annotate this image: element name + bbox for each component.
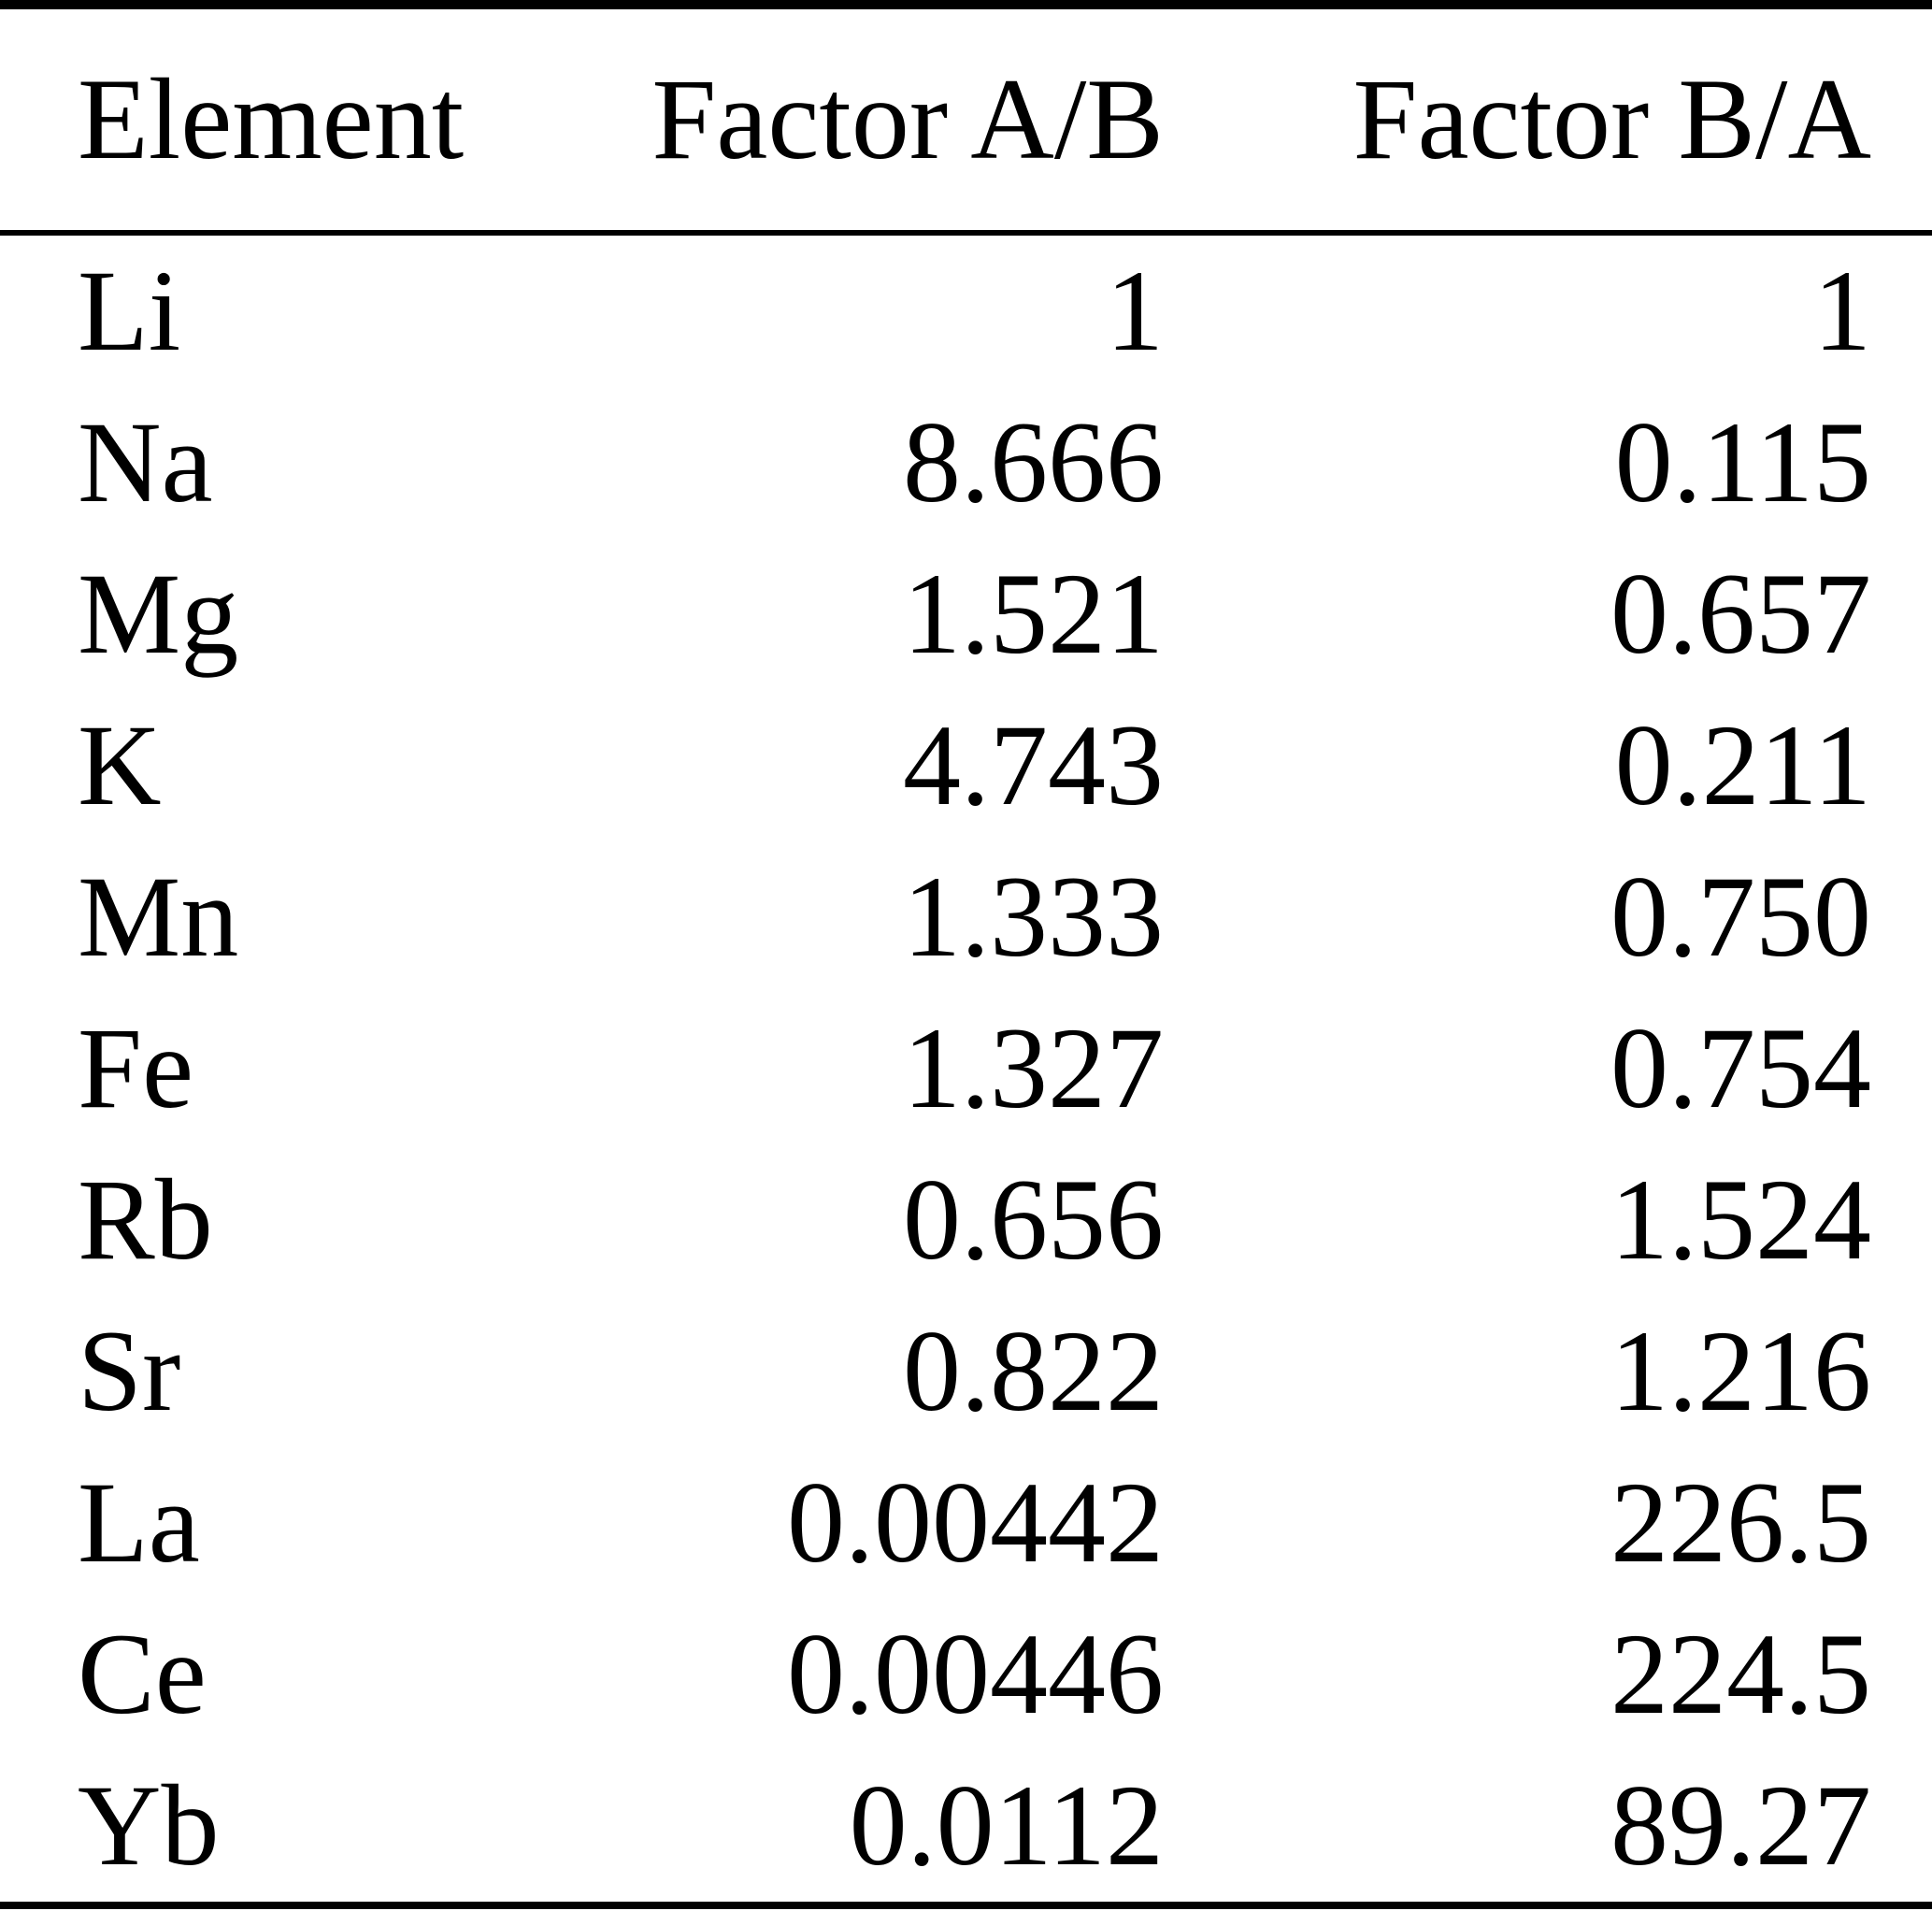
factor-ab-cell: 0.00442 <box>787 1458 1164 1587</box>
column-header-factor-ba: Factor B/A <box>1164 5 1932 236</box>
factor-ba-cell: 1.524 <box>1610 1156 1871 1284</box>
element-cell: La <box>78 1458 200 1587</box>
table-header: Element Factor A/B Factor B/A <box>0 5 1932 236</box>
table-row: K 4.743 0.211 <box>0 690 1932 841</box>
factor-ba-cell: 224.5 <box>1610 1610 1871 1738</box>
table-row: Yb 0.0112 89.27 <box>0 1750 1932 1905</box>
factor-ab-cell: 1.333 <box>903 853 1164 981</box>
factor-ab-cell: 0.0112 <box>849 1761 1164 1889</box>
header-row: Element Factor A/B Factor B/A <box>0 5 1932 236</box>
table-row: Ce 0.00446 224.5 <box>0 1599 1932 1750</box>
factor-ab-cell: 0.822 <box>903 1307 1164 1435</box>
factor-ba-cell: 0.115 <box>1614 398 1871 526</box>
table-row: Mn 1.333 0.750 <box>0 841 1932 993</box>
column-header-element: Element <box>0 5 617 236</box>
factor-ab-cell: 0.00446 <box>787 1610 1164 1738</box>
factor-ab-cell: 1.521 <box>903 550 1164 678</box>
column-header-factor-ab: Factor A/B <box>617 5 1164 236</box>
factor-ba-cell: 1 <box>1813 247 1871 375</box>
element-cell: Ce <box>78 1610 207 1738</box>
element-cell: Sr <box>78 1307 181 1435</box>
table-row: La 0.00442 226.5 <box>0 1447 1932 1599</box>
table-body: Li 1 1 Na 8.666 0.115 Mg 1.521 0.657 K 4… <box>0 233 1932 1905</box>
factor-ab-cell: 1 <box>1106 247 1164 375</box>
element-cell: K <box>78 701 162 829</box>
factor-ba-cell: 89.27 <box>1610 1761 1871 1889</box>
table-row: Sr 0.822 1.216 <box>0 1296 1932 1447</box>
factor-ba-cell: 0.754 <box>1610 1004 1871 1132</box>
table-row: Li 1 1 <box>0 233 1932 387</box>
factor-ba-cell: 0.750 <box>1610 853 1871 981</box>
element-cell: Mn <box>78 853 239 981</box>
element-cell: Fe <box>78 1004 193 1132</box>
table-row: Rb 0.656 1.524 <box>0 1144 1932 1296</box>
element-cell: Mg <box>78 550 239 678</box>
factor-ba-cell: 226.5 <box>1610 1458 1871 1587</box>
factor-ba-cell: 1.216 <box>1610 1307 1871 1435</box>
element-cell: Rb <box>78 1156 213 1284</box>
table-row: Mg 1.521 0.657 <box>0 539 1932 690</box>
factor-ba-cell: 0.657 <box>1610 550 1871 678</box>
element-cell: Li <box>78 247 181 375</box>
element-cell: Yb <box>78 1761 220 1889</box>
element-cell: Na <box>78 398 213 526</box>
factor-ab-cell: 8.666 <box>903 398 1164 526</box>
table-row: Fe 1.327 0.754 <box>0 993 1932 1144</box>
factor-ab-cell: 0.656 <box>903 1156 1164 1284</box>
factor-ba-cell: 0.211 <box>1614 701 1871 829</box>
factor-ab-cell: 1.327 <box>903 1004 1164 1132</box>
table-row: Na 8.666 0.115 <box>0 387 1932 539</box>
factor-ab-cell: 4.743 <box>903 701 1164 829</box>
